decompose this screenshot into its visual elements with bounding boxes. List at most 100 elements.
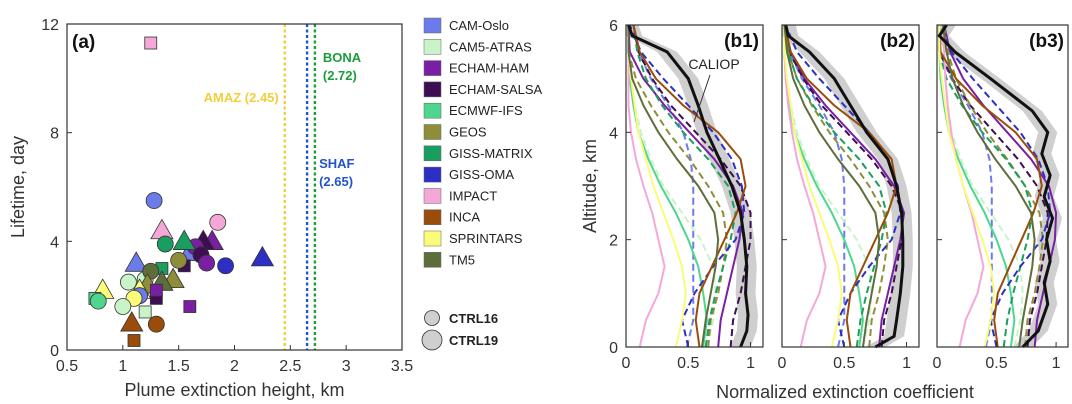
model-profile-line xyxy=(627,25,728,348)
model-profile-line xyxy=(938,25,1016,348)
profile-panel-3: 0 0.5 1 (b3) xyxy=(933,24,1069,372)
legend-label: CAM-Oslo xyxy=(449,18,509,33)
legend-label: CTRL16 xyxy=(449,311,498,326)
x-tick-label: 0 xyxy=(622,355,631,372)
y-tick-label: 0 xyxy=(609,340,618,357)
x-tick-label: 1 xyxy=(902,355,911,372)
legend-label: IMPACT xyxy=(449,188,497,203)
scatter-point-triangle xyxy=(124,251,148,272)
legend-swatch xyxy=(423,166,442,183)
reference-line-label: AMAZ (2.45) xyxy=(204,90,279,105)
legend-label: GISS-MATRIX xyxy=(449,146,533,161)
scatter-point-circle xyxy=(142,262,160,280)
scatter-point-triangle xyxy=(150,218,174,240)
y-tick-label: 2 xyxy=(609,233,618,250)
legend: CAM-Oslo CAM5-ATRAS ECHAM-HAM ECHAM-SALSA EC… xyxy=(421,17,543,351)
reference-line-label-value: (2.65) xyxy=(319,174,353,189)
scatter-point-circle xyxy=(114,298,132,315)
scatter-point-circle xyxy=(145,192,163,209)
scatter-point-circle xyxy=(170,251,188,269)
caliop-annotation-pointer xyxy=(693,74,711,123)
reference-line-label-value: (2.72) xyxy=(323,68,357,83)
model-profile-line xyxy=(938,25,993,348)
legend-swatch xyxy=(423,81,442,98)
legend-label: ECHAM-SALSA xyxy=(449,82,543,97)
y-tick-label: 8 xyxy=(50,126,59,143)
panel-label: (b1) xyxy=(724,31,759,52)
model-profile-line xyxy=(783,24,846,348)
y-tick-label: 6 xyxy=(609,18,618,35)
scatter-point-square xyxy=(127,334,141,347)
legend-label: GEOS xyxy=(449,125,487,140)
legend-swatch xyxy=(423,230,442,247)
model-profile-line xyxy=(943,24,1058,348)
model-profile-line xyxy=(941,24,1036,348)
x-tick-label: 3.5 xyxy=(391,358,413,375)
y-tick-label: 4 xyxy=(50,234,59,251)
scatter-point-triangle xyxy=(172,229,196,250)
panel-a-scatter: AMAZ (2.45) SHAF (2.65) BONA (2.72) 0.5 1 1.5 2 2… xyxy=(8,17,413,400)
legend-label: INCA xyxy=(449,210,480,225)
legend-label: TM5 xyxy=(449,252,475,267)
legend-label: GISS-OMA xyxy=(449,167,514,182)
scatter-point-square xyxy=(138,305,152,319)
x-tick-label: 1 xyxy=(118,358,127,375)
panel-label: (a) xyxy=(72,32,95,53)
caliop-profile-line xyxy=(627,24,750,348)
scatter-point-square xyxy=(183,300,197,313)
legend-swatch xyxy=(423,188,442,204)
reference-line-label-name: SHAF xyxy=(319,156,354,171)
x-tick-label: 2 xyxy=(230,358,239,375)
model-profile-line xyxy=(783,24,906,348)
model-profile-line xyxy=(627,25,666,348)
reference-line-label: BONA (2.72) xyxy=(323,50,362,83)
x-tick-label: 0 xyxy=(778,355,787,372)
profile-panel-1: 0 0.5 1 (b1) 0 2 4 6 Altitude, km CALIOP Normalize… xyxy=(580,18,974,402)
legend-swatch xyxy=(423,60,442,76)
reference-line-label-name: BONA xyxy=(323,50,362,65)
scatter-point-circle xyxy=(147,315,165,333)
model-profile-line xyxy=(627,25,720,348)
panel-b-profiles: 0 0.5 1 (b1) 0 2 4 6 Altitude, km CALIOP Normalize… xyxy=(580,18,1069,402)
legend-swatch xyxy=(423,17,442,34)
x-tick-label: 0.5 xyxy=(677,355,699,372)
caliop-uncertainty-band xyxy=(937,25,1063,347)
model-profile-line xyxy=(783,24,888,348)
x-axis-label: Plume extinction height, km xyxy=(124,380,344,400)
legend-label: ECHAM-HAM xyxy=(449,61,529,76)
profile-panel-2: 0 0.5 1 (b2) xyxy=(778,24,920,372)
scatter-point-circle xyxy=(209,213,227,231)
profile-panel-frame xyxy=(936,24,1069,348)
model-profile-line xyxy=(632,24,737,348)
caliop-profile-line xyxy=(937,24,1055,349)
x-tick-label: 1 xyxy=(1052,355,1061,372)
model-profile-line xyxy=(938,25,996,348)
scatter-point-circle xyxy=(198,254,215,272)
caliop-annotation: CALIOP xyxy=(688,56,739,72)
model-profile-line xyxy=(632,24,747,348)
model-profile-line xyxy=(783,25,827,348)
model-profile-line xyxy=(938,24,1043,348)
legend-swatch xyxy=(423,209,442,225)
model-profile-line xyxy=(783,25,843,348)
model-profile-line xyxy=(783,24,904,348)
profile-panel-frame xyxy=(625,24,764,348)
scatter-point-square xyxy=(149,283,163,297)
x-tick-label: 1 xyxy=(746,355,755,372)
legend-swatch xyxy=(423,252,442,268)
scatter-point-triangle xyxy=(250,245,275,267)
scatter-point-circle xyxy=(89,292,107,310)
legend-swatch xyxy=(423,102,442,119)
model-profile-line xyxy=(938,25,1034,348)
x-tick-label: 3 xyxy=(342,358,351,375)
caliop-profile-line xyxy=(784,24,905,349)
panel-label: (b2) xyxy=(880,31,915,52)
x-tick-label: 0.5 xyxy=(833,355,855,372)
y-axis-label: Altitude, km xyxy=(580,139,600,233)
legend-label: CAM5-ATRAS xyxy=(449,39,532,54)
scatter-point-circle xyxy=(120,273,137,291)
y-tick-label: 0 xyxy=(50,343,59,360)
reference-line-label: SHAF (2.65) xyxy=(319,156,354,189)
x-axis-label: Normalized extinction coefficient xyxy=(716,382,974,402)
legend-swatch xyxy=(423,145,442,162)
